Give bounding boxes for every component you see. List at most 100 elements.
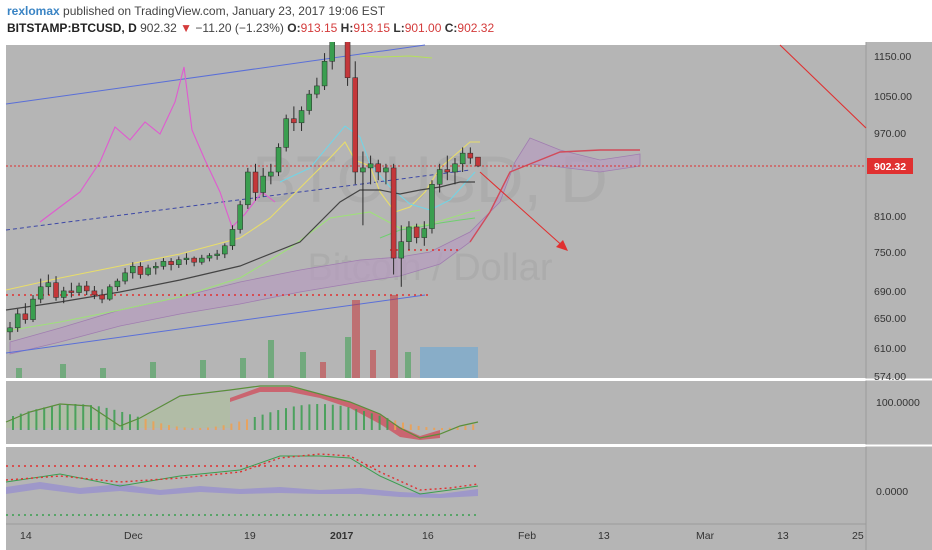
price-tick: 1050.00	[874, 91, 912, 103]
candle-body[interactable]	[106, 286, 113, 300]
channel-mid-line	[5, 169, 471, 231]
candle-body[interactable]	[183, 257, 190, 260]
osc1-histogram-bar	[308, 404, 311, 430]
osc1-histogram-bar	[370, 413, 373, 430]
candle-body[interactable]	[375, 163, 382, 173]
volume-bar	[300, 352, 306, 378]
osc1-histogram-bar	[448, 427, 451, 430]
price-scale-panel[interactable]	[866, 42, 932, 550]
candle-body[interactable]	[390, 167, 397, 259]
candle-body[interactable]	[298, 110, 305, 124]
osc1-histogram-bar	[12, 416, 14, 430]
channel-upper-line	[5, 44, 426, 105]
candle-body[interactable]	[114, 280, 121, 288]
author-link[interactable]: rexlomax	[7, 4, 60, 18]
candle-body[interactable]	[260, 175, 266, 193]
candle-body[interactable]	[321, 61, 328, 87]
osc1-histogram-bar	[464, 425, 467, 430]
candle-body[interactable]	[199, 257, 205, 263]
candle-body[interactable]	[45, 282, 52, 288]
candle-body[interactable]	[383, 167, 389, 173]
candle-body[interactable]	[14, 313, 21, 329]
candle-body[interactable]	[99, 294, 105, 300]
candle-body[interactable]	[137, 266, 144, 275]
candle-body[interactable]	[475, 156, 481, 167]
osc1-histogram-bar	[425, 427, 428, 430]
low-label: L:	[393, 21, 405, 35]
candle-body[interactable]	[168, 261, 174, 265]
osc1-histogram-bar	[472, 424, 475, 430]
price-tick: 690.00	[874, 286, 906, 298]
candle-body[interactable]	[91, 290, 98, 296]
symbol-name[interactable]: BITSTAMP:BTCUSD, D	[7, 21, 137, 35]
candle-body[interactable]	[467, 152, 474, 159]
candle-body[interactable]	[245, 171, 251, 206]
time-axis-panel[interactable]	[6, 523, 866, 550]
candle-body[interactable]	[122, 272, 128, 282]
candle-body[interactable]	[291, 118, 297, 124]
candle-body[interactable]	[130, 266, 136, 274]
forecast-arrow-line	[479, 171, 567, 250]
osc1-histogram-bar	[261, 414, 264, 430]
candle-body[interactable]	[153, 266, 159, 269]
candle-body[interactable]	[436, 169, 443, 185]
osc1-histogram-bar	[316, 404, 319, 430]
candle-body[interactable]	[360, 167, 366, 173]
candle-body[interactable]	[7, 327, 13, 333]
candle-body[interactable]	[413, 226, 420, 238]
candle-body[interactable]	[53, 282, 59, 298]
candle-body[interactable]	[406, 226, 412, 242]
candle-body[interactable]	[76, 285, 82, 293]
candle-body[interactable]	[60, 290, 67, 298]
main-pane[interactable]	[6, 45, 866, 378]
candle-body[interactable]	[459, 152, 466, 165]
candle-body[interactable]	[68, 290, 75, 293]
candle-body[interactable]	[429, 184, 435, 229]
candle-body[interactable]	[352, 77, 358, 173]
candle-body[interactable]	[252, 171, 259, 193]
candle-body[interactable]	[444, 169, 451, 173]
price-tick: 650.00	[874, 313, 906, 325]
candle-body[interactable]	[306, 93, 312, 111]
candle-body[interactable]	[30, 298, 36, 320]
candle-body[interactable]	[329, 42, 335, 62]
candle-body[interactable]	[206, 255, 213, 259]
candle-body[interactable]	[222, 245, 228, 255]
candle-body[interactable]	[83, 285, 90, 292]
candle-body[interactable]	[160, 261, 167, 267]
candle-body[interactable]	[176, 259, 182, 265]
candle-body[interactable]	[283, 118, 289, 148]
candle-body[interactable]	[268, 171, 274, 177]
oscillator-pane-2[interactable]	[6, 447, 866, 523]
price-tick: 574.00	[874, 371, 906, 383]
last-price: 902.32	[140, 21, 177, 35]
current-price-badge	[867, 158, 913, 174]
candle-body[interactable]	[275, 147, 282, 173]
candle-body[interactable]	[314, 85, 320, 95]
candle-body[interactable]	[145, 267, 151, 275]
cyan-line	[279, 125, 476, 211]
price-tick: 810.00	[874, 211, 906, 223]
candle-body[interactable]	[367, 163, 374, 169]
publish-line: rexlomax published on TradingView.com, J…	[7, 4, 385, 18]
osc1-histogram-bar	[136, 416, 139, 430]
candle-body[interactable]	[344, 42, 351, 78]
volume-bar	[320, 362, 326, 378]
candle-body[interactable]	[37, 286, 44, 300]
osc1-histogram-bar	[160, 423, 163, 430]
osc1-histogram-bar	[207, 427, 209, 430]
osc1-histogram-bar	[113, 409, 116, 430]
candle-body[interactable]	[214, 253, 220, 256]
forecast-arrow-head	[556, 240, 568, 251]
candle-body[interactable]	[229, 229, 236, 247]
chart-area[interactable]: BTCUSD, D Bitcoin / Dollar	[0, 42, 932, 550]
candle-body[interactable]	[237, 204, 243, 230]
osc1-histogram-bar	[168, 425, 170, 430]
candle-body[interactable]	[191, 257, 197, 263]
candle-body[interactable]	[22, 313, 29, 320]
price-tick: 750.00	[874, 247, 906, 259]
candle-body[interactable]	[421, 228, 428, 238]
osc1-histogram-bar	[402, 422, 404, 430]
candle-body[interactable]	[452, 163, 458, 173]
candle-body[interactable]	[398, 241, 405, 259]
